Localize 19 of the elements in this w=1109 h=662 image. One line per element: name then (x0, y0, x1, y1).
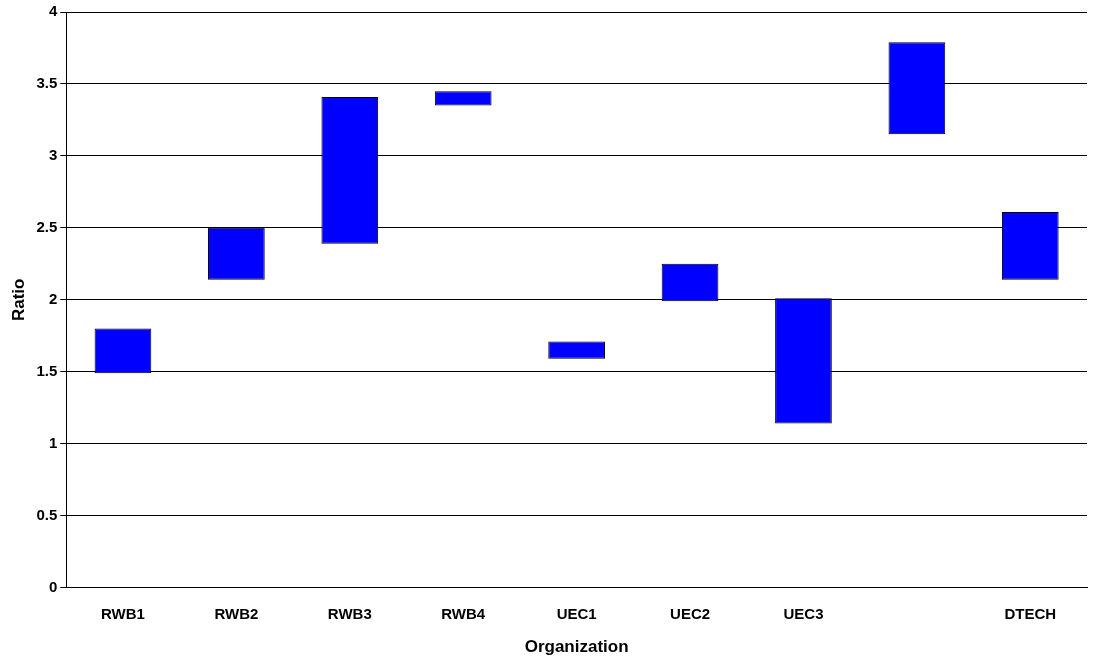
x-tick-label: RWB3 (327, 604, 372, 622)
x-tick-label: RWB2 (214, 604, 259, 622)
y-tick-label: 0 (48, 577, 58, 595)
y-tick-label: 1.5 (36, 361, 58, 379)
y-tick-label: 4 (48, 2, 58, 20)
y-tick-label: 2 (48, 289, 58, 307)
x-tick-label: RWB4 (441, 604, 486, 622)
x-tick-label: UEC2 (670, 604, 711, 622)
x-axis-title: Organization (524, 637, 629, 657)
y-tick-label: 2.5 (36, 217, 58, 235)
y-axis-title: Ratio (8, 278, 28, 322)
x-tick-label: DTECH (1004, 604, 1057, 622)
y-tick-label: 3 (48, 146, 58, 164)
y-tick-label: 1 (48, 433, 58, 451)
y-tick-label: 0.5 (36, 505, 58, 523)
x-tick-label: UEC3 (783, 604, 824, 622)
y-tick-label: 3.5 (36, 74, 58, 92)
x-tick-label: UEC1 (556, 604, 597, 622)
x-tick-label: RWB1 (101, 604, 145, 622)
